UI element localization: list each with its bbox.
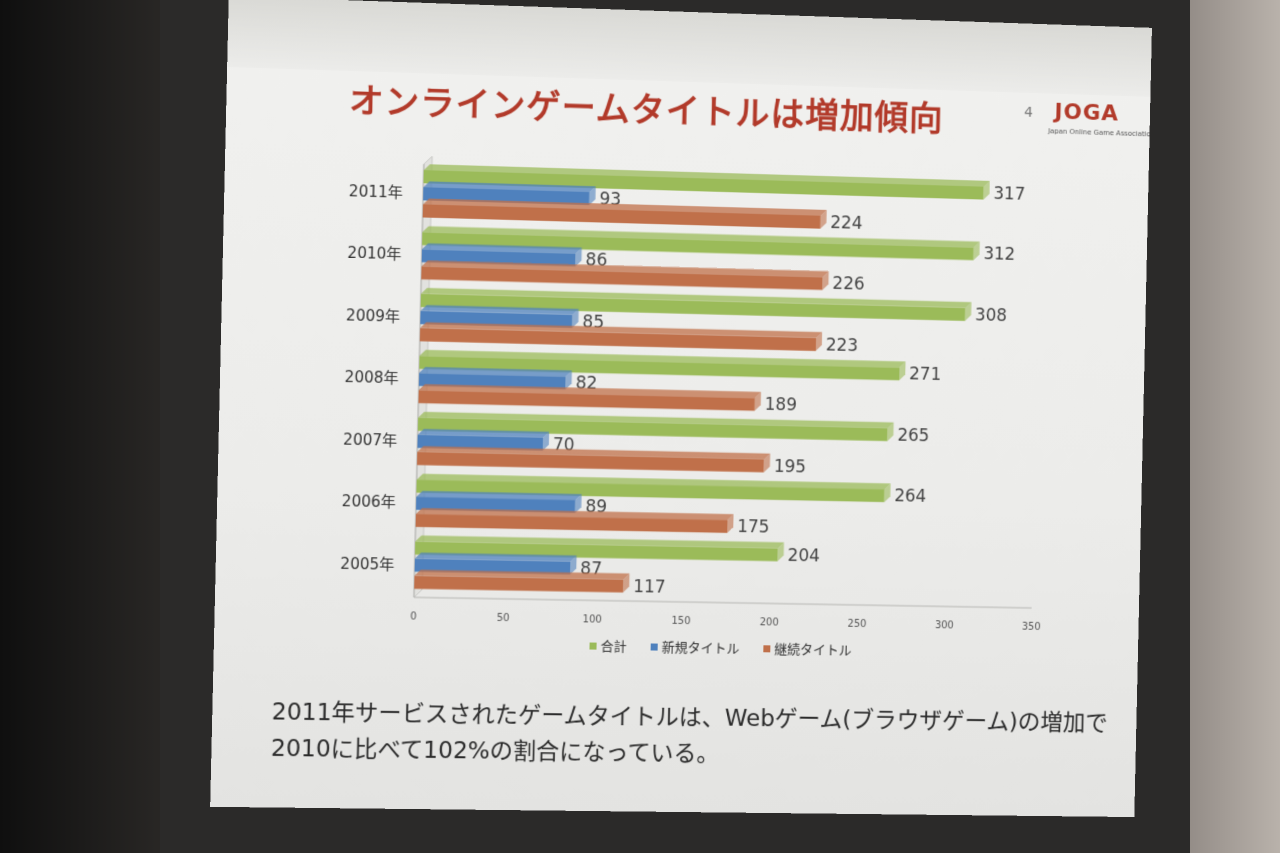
- data-label: 264: [894, 487, 926, 507]
- data-label: 271: [909, 365, 941, 386]
- data-label: 189: [764, 395, 797, 416]
- y-tick-label: 2007年: [343, 430, 397, 449]
- logo-subtext: Japan Online Game Association: [1048, 127, 1152, 138]
- y-tick-label: 2009年: [346, 306, 400, 325]
- data-label: 224: [830, 213, 863, 234]
- data-label: 226: [832, 274, 865, 295]
- legend-label: 新規タイトル: [661, 640, 739, 657]
- page-number: 4: [1024, 105, 1033, 121]
- x-axis-line: [414, 597, 1032, 608]
- slide: オンラインゲームタイトルは増加傾向 4 JOGA Japan Online Ga…: [210, 0, 1152, 817]
- x-tick-label: 150: [671, 616, 690, 627]
- legend-label: 継続タイトル: [774, 643, 852, 659]
- y-tick-label: 2006年: [342, 492, 396, 511]
- data-label: 195: [774, 457, 807, 477]
- data-label: 175: [737, 517, 770, 537]
- legend-label: 合計: [600, 639, 626, 655]
- x-tick-label: 350: [1022, 622, 1041, 633]
- data-label: 312: [983, 245, 1015, 266]
- room-wall-left: [0, 0, 170, 853]
- y-tick-label: 2010年: [347, 244, 401, 264]
- legend-swatch: [763, 645, 770, 652]
- x-tick-label: 50: [497, 613, 510, 624]
- x-tick-label: 200: [760, 617, 779, 628]
- x-tick-label: 0: [410, 611, 417, 622]
- x-tick-label: 300: [935, 620, 954, 631]
- logo-text: JOGA: [1054, 100, 1119, 127]
- y-tick-label: 2005年: [340, 554, 394, 573]
- bar-chart: 0 50 100 150 200 250 300 3502005年 204871172006年 2…: [213, 128, 1149, 689]
- slide-caption: 2011年サービスされたゲームタイトルは、Webゲーム(ブラウザゲーム)の増加で…: [270, 694, 1108, 777]
- y-tick-label: 2008年: [344, 368, 398, 387]
- legend-swatch: [589, 642, 596, 649]
- data-label: 317: [993, 184, 1025, 205]
- y-tick-label: 2011年: [349, 182, 403, 202]
- joga-logo: JOGA Japan Online Game Association: [1042, 95, 1131, 147]
- x-tick-label: 250: [847, 619, 866, 630]
- data-label: 265: [897, 426, 929, 446]
- data-label: 117: [633, 577, 666, 597]
- x-tick-label: 100: [583, 614, 602, 625]
- data-label: 223: [826, 335, 859, 356]
- data-label: 308: [975, 305, 1007, 326]
- legend-swatch: [651, 643, 658, 650]
- data-label: 204: [787, 546, 820, 566]
